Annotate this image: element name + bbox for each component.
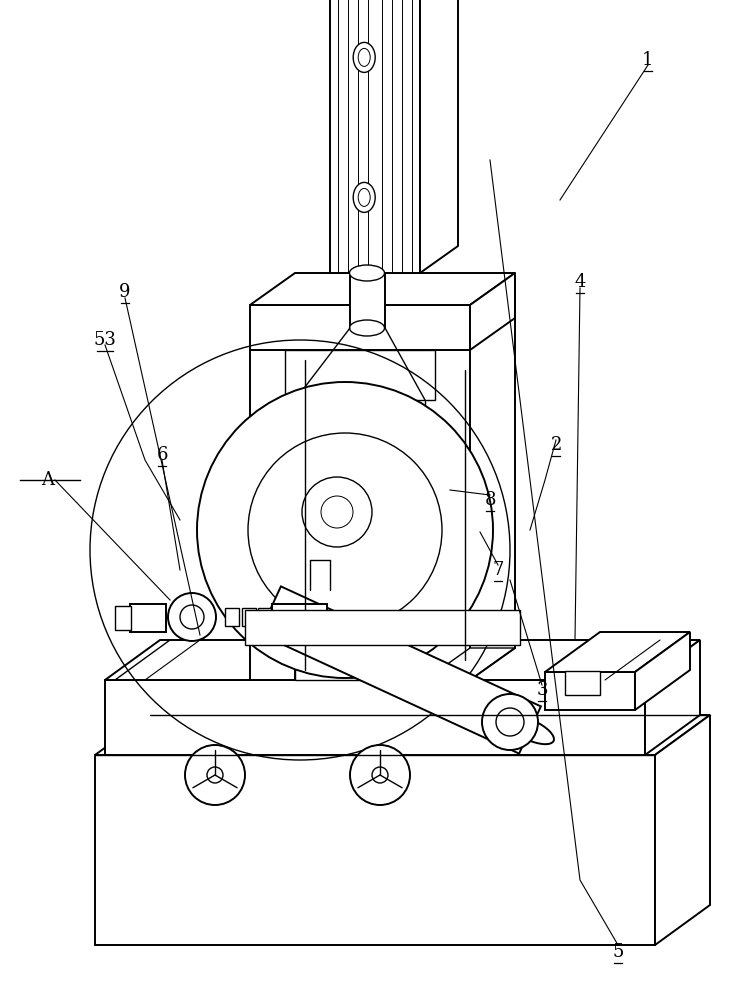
Ellipse shape [358, 48, 370, 66]
Text: 7: 7 [492, 561, 504, 579]
Text: 4: 4 [574, 273, 585, 291]
Bar [565, 671, 600, 695]
Bar [250, 305, 470, 350]
Polygon shape [95, 715, 710, 755]
Text: 3: 3 [536, 681, 548, 699]
Circle shape [302, 477, 372, 547]
Circle shape [185, 745, 245, 805]
Polygon shape [425, 648, 515, 680]
Polygon shape [635, 632, 690, 710]
Bar [425, 350, 470, 680]
Text: 6: 6 [156, 446, 168, 464]
Circle shape [496, 708, 524, 736]
Polygon shape [420, 0, 458, 273]
Bar [95, 755, 655, 945]
Text: 1: 1 [642, 51, 653, 69]
Bar [295, 350, 425, 680]
Polygon shape [545, 632, 690, 672]
Text: 53: 53 [93, 331, 116, 349]
Text: 5: 5 [612, 943, 624, 961]
Bar [272, 604, 327, 632]
Bar [115, 606, 131, 630]
Circle shape [168, 593, 216, 641]
Polygon shape [259, 586, 541, 754]
Bar [285, 350, 435, 400]
Polygon shape [250, 273, 515, 305]
Text: 9: 9 [119, 283, 131, 301]
Text: 2: 2 [551, 436, 562, 454]
Ellipse shape [353, 42, 375, 72]
Polygon shape [470, 273, 515, 350]
Polygon shape [105, 640, 700, 680]
Circle shape [197, 382, 493, 678]
Bar [242, 608, 256, 626]
Ellipse shape [349, 265, 385, 281]
Text: 8: 8 [484, 491, 496, 509]
Circle shape [207, 767, 223, 783]
Circle shape [321, 496, 353, 528]
Text: A: A [41, 471, 55, 489]
Bar [250, 350, 295, 680]
Bar [245, 610, 520, 645]
Circle shape [180, 605, 204, 629]
Bar [330, 0, 420, 273]
Bar [130, 604, 166, 632]
Circle shape [482, 694, 538, 750]
Circle shape [248, 433, 442, 627]
Bar [225, 608, 239, 626]
Ellipse shape [353, 182, 375, 212]
Polygon shape [645, 640, 700, 755]
Ellipse shape [506, 716, 554, 744]
Ellipse shape [358, 188, 370, 206]
Circle shape [372, 767, 388, 783]
Circle shape [350, 745, 410, 805]
Bar [258, 608, 272, 626]
Bar [397, 500, 422, 620]
Ellipse shape [349, 320, 385, 336]
Polygon shape [655, 715, 710, 945]
Bar [545, 672, 635, 710]
Bar [350, 273, 385, 328]
Bar [105, 680, 645, 755]
